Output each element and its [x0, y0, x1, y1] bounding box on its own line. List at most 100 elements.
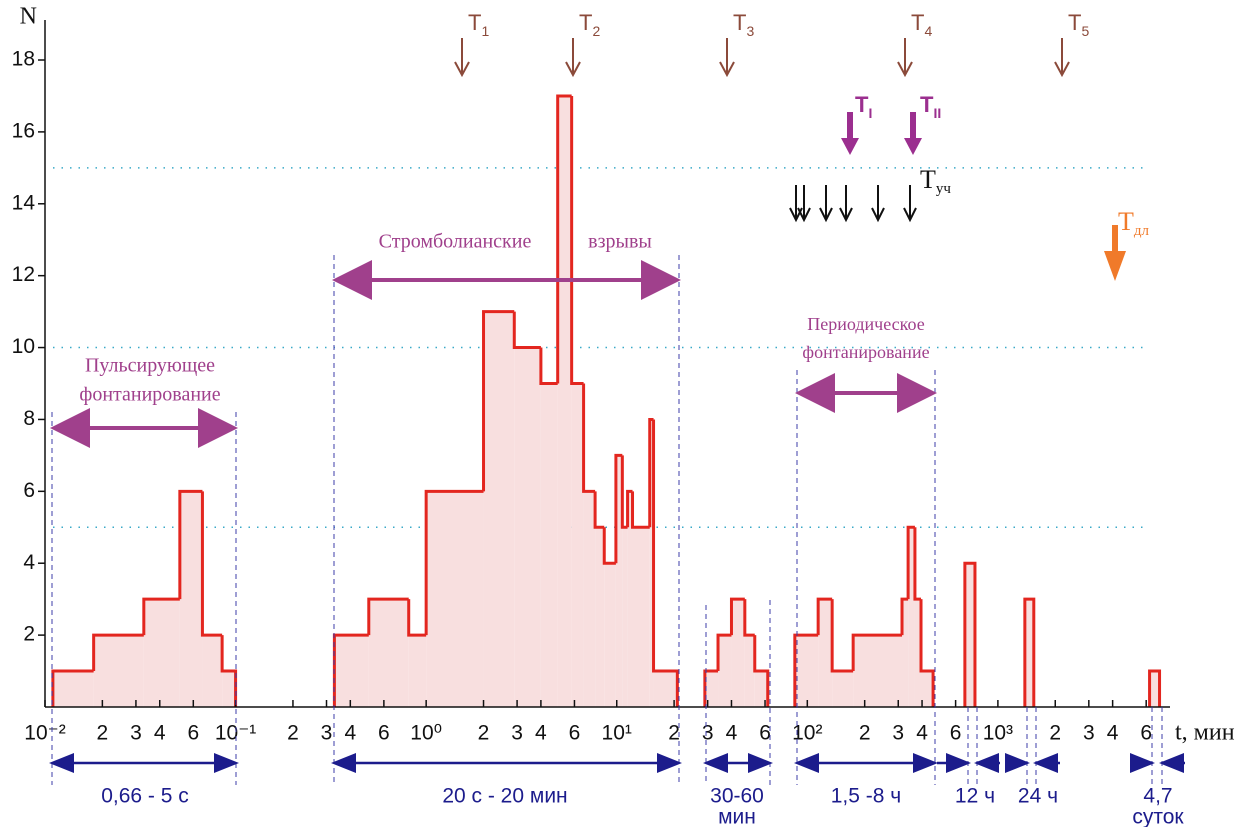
duration-label: 0,66 - 5 с: [101, 785, 189, 808]
x-tick-label: 2: [1049, 722, 1061, 745]
x-tick-label: 10³: [983, 722, 1013, 745]
y-tick-label: 6: [23, 479, 35, 502]
bar-outline: [793, 633, 819, 707]
x-tick-label: 3: [892, 722, 904, 745]
bar: [914, 599, 922, 707]
bar: [649, 419, 654, 707]
bar: [794, 635, 819, 707]
bar: [632, 527, 650, 707]
x-tick-label: 3: [702, 722, 714, 745]
x-tick-label: 2: [668, 722, 680, 745]
bar-outline: [407, 599, 427, 637]
bar: [731, 599, 745, 707]
x-axis-label: t, мин: [1175, 720, 1235, 746]
bar-outline: [424, 489, 484, 636]
x-tick-label: 4: [154, 722, 166, 745]
period-label: T1: [468, 10, 489, 39]
bar-outline: [919, 599, 935, 707]
bar: [853, 635, 903, 707]
duration-label: 24 ч: [1018, 785, 1058, 808]
bar: [964, 563, 975, 707]
bar-outline: [729, 597, 745, 636]
bar-outline: [648, 417, 654, 528]
y-tick-label: 2: [23, 623, 35, 646]
bar: [615, 455, 623, 707]
x-tick-label: 4: [916, 722, 928, 745]
bar: [653, 671, 678, 707]
bar-outline: [703, 669, 719, 707]
x-tick-label: 2: [859, 722, 871, 745]
bar-outline: [830, 599, 854, 673]
x-tick-label: 4: [344, 722, 356, 745]
x-tick-label: 6: [378, 722, 390, 745]
x-tick-label: 2: [287, 722, 299, 745]
period-label: TI: [855, 92, 872, 121]
bar: [368, 599, 409, 707]
y-axis-label: N: [20, 4, 37, 30]
regime-label: взрывы: [588, 231, 652, 253]
bar-outline: [582, 383, 596, 493]
bar-outline: [602, 527, 616, 565]
period-markers: [454, 38, 1070, 78]
x-tick-label: 10⁻²: [24, 722, 65, 745]
bar-outline: [620, 455, 628, 529]
bar: [143, 599, 180, 707]
bar: [571, 383, 584, 707]
bar: [902, 599, 909, 707]
dl-marker: [1104, 225, 1126, 281]
bar-outline: [816, 597, 833, 636]
period-label: TII: [920, 92, 941, 121]
period-label: T3: [733, 10, 754, 39]
bar-outline: [1023, 597, 1036, 707]
x-tick-label: 6: [1140, 722, 1152, 745]
bar: [718, 635, 732, 707]
bar-outline: [512, 311, 541, 350]
durations: 0,66 - 5 с 20 с - 20 мин 30-60 мин 1,5 -…: [49, 753, 1185, 827]
x-tick-label: 2: [97, 722, 109, 745]
bar-outline: [142, 597, 180, 636]
period-labels: T1 T2 T3 T4 T5: [468, 10, 1089, 39]
y-tick-label: 10: [12, 335, 35, 358]
x-tick-label: 4: [726, 722, 738, 745]
bar: [222, 671, 236, 707]
bar: [908, 527, 915, 707]
y-tick-label: 18: [12, 48, 35, 71]
bar-outline: [906, 525, 915, 600]
bar: [93, 635, 144, 707]
y-tick-label: 16: [12, 119, 35, 142]
x-tick-label: 6: [950, 722, 962, 745]
bar: [1024, 599, 1034, 707]
bar-outline: [913, 527, 922, 601]
bar-outline: [963, 561, 977, 707]
duration-label: 20 с - 20 мин: [442, 785, 567, 808]
bar: [818, 599, 833, 707]
bar: [408, 635, 427, 707]
regime-label: Пульсирующее: [85, 355, 215, 377]
bar-outline: [593, 491, 605, 529]
x-tick-label: 10¹: [602, 722, 632, 745]
bar: [483, 311, 515, 707]
period-label: T2: [579, 10, 600, 39]
y-tick-label: 12: [12, 263, 35, 286]
bar: [595, 527, 605, 707]
x-tick-label: 3: [321, 722, 333, 745]
x-tick-label: 6: [187, 722, 199, 745]
regime-label: Стромболианские: [379, 231, 532, 253]
x-tick-label: 3: [1083, 722, 1095, 745]
x-tick-label: 6: [569, 722, 581, 745]
duration-label: 4,7: [1143, 785, 1172, 808]
bar: [744, 635, 755, 707]
bar: [334, 635, 369, 707]
regime-label: Периодическое: [807, 314, 924, 334]
bar-outline: [570, 95, 584, 385]
bar-outline: [614, 453, 623, 564]
x-tick-label: 6: [759, 722, 771, 745]
bar: [921, 671, 934, 707]
bar: [557, 95, 572, 707]
x-tick-label: 10⁰: [410, 722, 442, 745]
bar-outline: [220, 635, 238, 707]
period-label: Tдл: [1118, 207, 1150, 239]
bar-outline: [51, 669, 94, 707]
